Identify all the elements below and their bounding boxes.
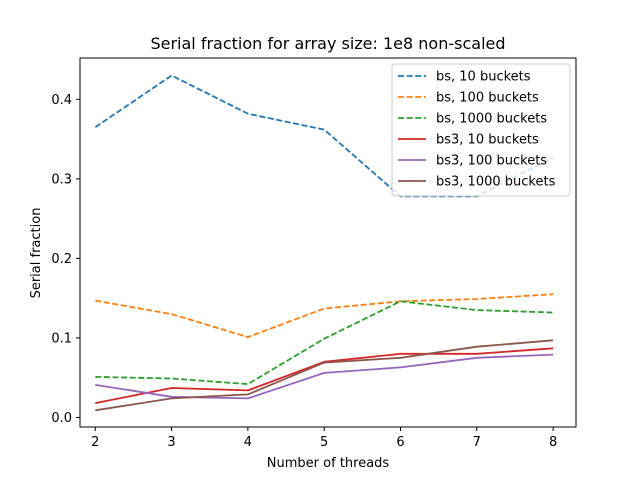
- x-axis-label: Number of threads: [267, 456, 390, 471]
- legend-label-1: bs, 10 buckets: [436, 70, 531, 85]
- x-tick-label: 5: [320, 435, 328, 450]
- legend-box: [391, 63, 571, 197]
- y-tick-label: 0.4: [51, 93, 72, 108]
- series-line-6: [95, 339, 554, 412]
- legend-label-5: bs3, 100 buckets: [436, 154, 547, 169]
- y-tick-label: 0.3: [51, 172, 72, 187]
- legend-label-3: bs, 1000 buckets: [436, 112, 547, 127]
- legend-label-6: bs3, 1000 buckets: [436, 175, 556, 190]
- axes-frame: [79, 57, 577, 428]
- x-tick-label: 6: [396, 435, 404, 450]
- x-tick-label: 2: [91, 435, 99, 450]
- x-tick-label: 7: [473, 435, 481, 450]
- series-line-2: [95, 293, 554, 339]
- y-tick-label: 0.2: [51, 252, 72, 267]
- series-line-5: [95, 353, 554, 400]
- x-tick-label: 8: [549, 435, 557, 450]
- series-line-3: [95, 300, 554, 386]
- x-tick-label: 4: [244, 435, 252, 450]
- legend-label-4: bs3, 10 buckets: [436, 133, 539, 148]
- legend-label-2: bs, 100 buckets: [436, 91, 539, 106]
- axes: 2 3 4 5 6 7 8 0.0 0.1 0.2 0.3 0.4: [51, 57, 577, 450]
- x-tick-label: 3: [167, 435, 175, 450]
- y-tick-label: 0.1: [51, 331, 72, 346]
- chart-title: Serial fraction for array size: 1e8 non-…: [150, 34, 505, 53]
- legend: bs, 10 buckets bs, 100 buckets bs, 1000 bu…: [391, 63, 571, 197]
- y-tick-label: 0.0: [51, 411, 72, 426]
- y-axis-label: Serial fraction: [29, 208, 44, 299]
